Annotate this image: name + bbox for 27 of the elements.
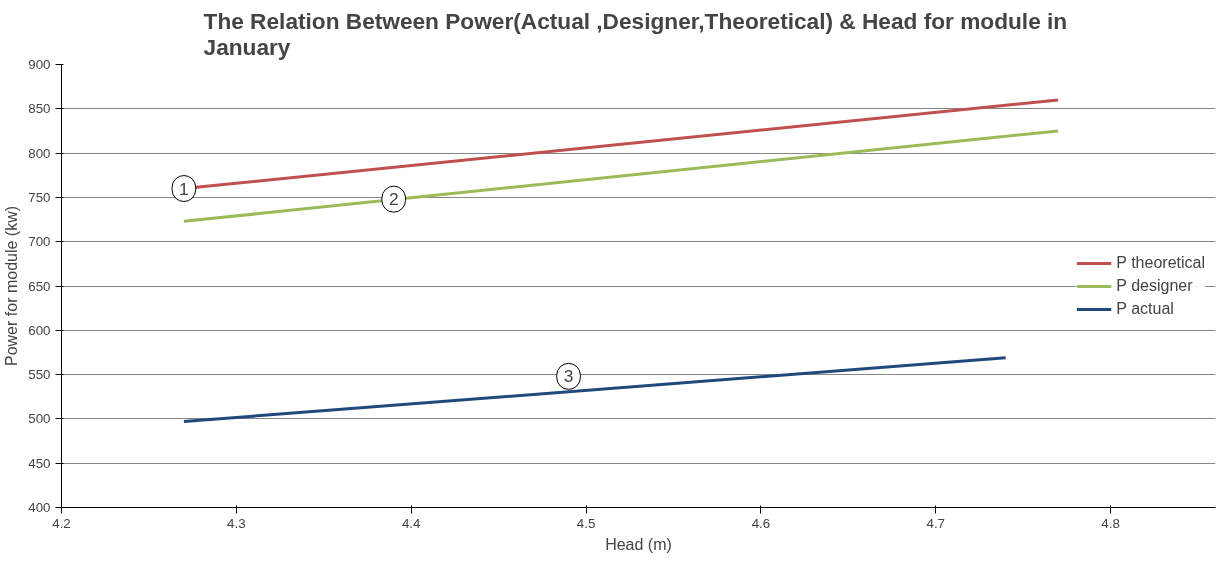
x-tick-label: 4.2 bbox=[52, 515, 71, 531]
x-tick-label: 4.3 bbox=[227, 515, 246, 531]
y-axis-title: Power for module (kw) bbox=[3, 205, 21, 367]
legend-label: P actual bbox=[1116, 299, 1174, 318]
y-tick-label: 750 bbox=[28, 189, 51, 205]
chart-title: The Relation Between Power(Actual ,Designer,Theoretical) & Head for module in January bbox=[203, 7, 1068, 60]
y-tick-label: 850 bbox=[28, 101, 51, 117]
annotation: 3 bbox=[563, 366, 574, 387]
y-tick-label: 450 bbox=[28, 455, 51, 471]
x-tick-label: 4.4 bbox=[401, 515, 422, 531]
y-tick-label: 800 bbox=[28, 145, 51, 161]
y-tick-label: 650 bbox=[28, 278, 51, 294]
legend-label: P theoretical bbox=[1116, 253, 1205, 272]
x-tick-label: 4.6 bbox=[751, 515, 771, 531]
x-tick-label: 4.8 bbox=[1101, 515, 1120, 531]
x-tick-label: 4.5 bbox=[576, 515, 596, 531]
y-tick-label: 700 bbox=[28, 234, 51, 250]
annotation: 1 bbox=[179, 178, 189, 199]
y-tick-label: 400 bbox=[28, 500, 51, 515]
y-tick-label: 500 bbox=[28, 411, 51, 427]
y-tick-label: 550 bbox=[28, 367, 51, 383]
legend-label: P designer bbox=[1116, 276, 1193, 295]
y-tick-label: 900 bbox=[28, 57, 51, 72]
y-tick-label: 600 bbox=[28, 322, 51, 338]
x-axis-title: Head (m) bbox=[605, 535, 672, 553]
annotation: 2 bbox=[388, 189, 399, 210]
x-tick-label: 4.7 bbox=[926, 515, 946, 531]
